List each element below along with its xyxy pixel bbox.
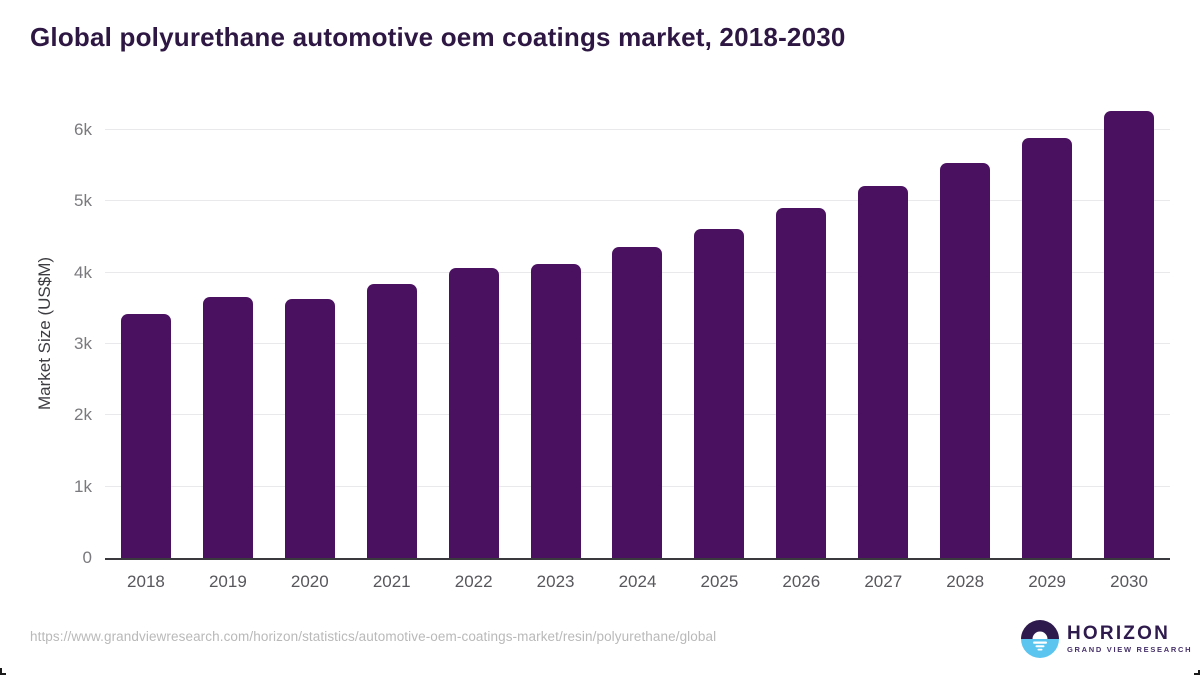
gridline-5k — [105, 200, 1170, 202]
y-tick-label-3k: 3k — [74, 334, 92, 354]
plot-area — [105, 108, 1170, 560]
x-tick-label-2026: 2026 — [782, 572, 821, 591]
bar-2018[interactable] — [120, 314, 171, 558]
chart-title: Global polyurethane automotive oem coati… — [30, 22, 846, 52]
bar-series — [105, 108, 1170, 558]
bar-2025[interactable] — [694, 228, 745, 558]
horizon-logo-tagline: GRAND VIEW RESEARCH — [1067, 645, 1193, 654]
x-tick-label-2022: 2022 — [454, 572, 493, 591]
x-tick-label-2029: 2029 — [1028, 572, 1067, 591]
bar-2027[interactable] — [858, 186, 909, 558]
bar-2019[interactable] — [202, 297, 253, 558]
crop-mark-bottom-left — [0, 668, 6, 675]
horizon-logo[interactable]: HORIZON GRAND VIEW RESEARCH — [1021, 620, 1192, 658]
source-url: https://www.grandviewresearch.com/horizo… — [30, 629, 717, 644]
x-tick-label-2021: 2021 — [372, 572, 411, 591]
bar-slot-2022 — [433, 108, 515, 558]
bar-2023[interactable] — [530, 264, 581, 558]
y-tick-label-2k: 2k — [74, 405, 92, 425]
x-tick-label-2024: 2024 — [618, 572, 657, 591]
x-tick-label-2030: 2030 — [1110, 572, 1148, 591]
bar-2026[interactable] — [776, 208, 827, 558]
bar-slot-2030 — [1088, 108, 1170, 558]
bar-slot-2018 — [105, 108, 187, 558]
horizon-logo-text: HORIZON GRAND VIEW RESEARCH — [1067, 624, 1192, 654]
bar-slot-2021 — [351, 108, 433, 558]
y-tick-label-6k: 6k — [74, 120, 92, 140]
bar-2021[interactable] — [366, 284, 417, 558]
bar-2029[interactable] — [1022, 138, 1073, 558]
x-tick-label-2025: 2025 — [700, 572, 739, 591]
y-tick-label-4k: 4k — [74, 262, 92, 282]
bar-2028[interactable] — [940, 163, 991, 558]
crop-mark-bottom-right — [1194, 670, 1200, 675]
bar-slot-2020 — [269, 108, 351, 558]
bar-2020[interactable] — [284, 299, 335, 558]
x-tick-label-2023: 2023 — [536, 572, 575, 591]
bar-slot-2028 — [924, 108, 1006, 558]
gridline-6k — [105, 129, 1170, 131]
x-tick-label-2027: 2027 — [864, 572, 903, 591]
x-tick-label-2020: 2020 — [290, 572, 329, 591]
bar-slot-2027 — [842, 108, 924, 558]
x-axis-tick-labels: 2018 2019 2020 2021 2022 2023 2024 2025 2026 2027… — [105, 572, 1170, 592]
bar-2024[interactable] — [612, 247, 663, 558]
bar-slot-2025 — [678, 108, 760, 558]
horizon-logo-icon — [1021, 620, 1059, 658]
bar-slot-2024 — [597, 108, 679, 558]
bar-2030[interactable] — [1104, 110, 1155, 558]
bar-slot-2023 — [515, 108, 597, 558]
x-axis-line — [105, 558, 1170, 560]
bar-slot-2019 — [187, 108, 269, 558]
bar-2022[interactable] — [448, 267, 499, 558]
bar-slot-2026 — [760, 108, 842, 558]
y-tick-label-1k: 1k — [74, 476, 92, 496]
bar-slot-2029 — [1006, 108, 1088, 558]
x-tick-label-2018: 2018 — [127, 572, 165, 591]
horizon-logo-brand: HORIZON — [1067, 623, 1171, 644]
x-tick-label-2019: 2019 — [208, 572, 247, 591]
y-tick-label-0: 0 — [82, 548, 92, 567]
y-tick-label-5k: 5k — [74, 191, 92, 211]
x-tick-label-2028: 2028 — [946, 572, 985, 591]
